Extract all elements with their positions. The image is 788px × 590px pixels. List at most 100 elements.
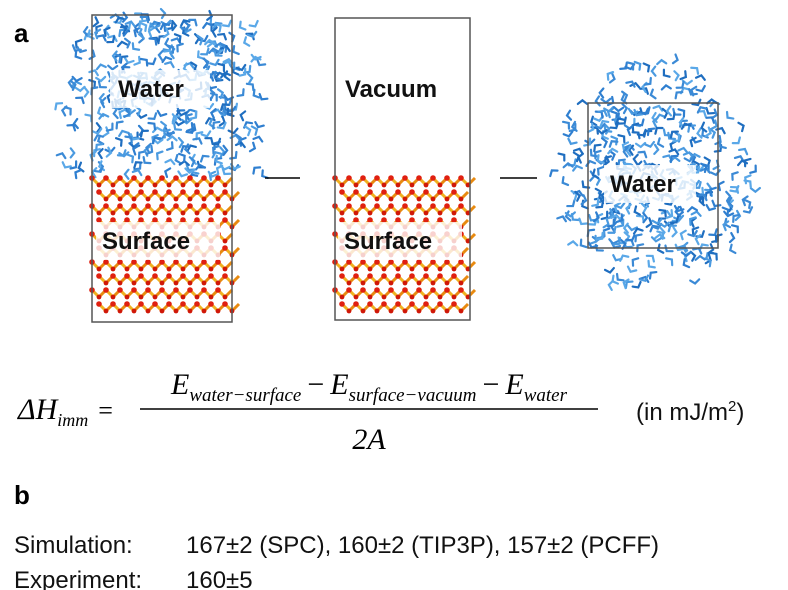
oxygen-atom: [152, 266, 158, 272]
water-molecule: [637, 150, 648, 159]
water-molecule: [734, 209, 742, 222]
oxygen-atom: [374, 196, 380, 202]
water-molecule: [118, 108, 126, 120]
water-molecule: [615, 213, 624, 224]
water-molecule: [714, 233, 723, 243]
term-subscript: surface−vacuum: [349, 385, 477, 406]
water-molecule: [603, 266, 615, 274]
oxygen-atom: [416, 175, 422, 181]
water-molecule: [103, 26, 111, 37]
water-molecule: [607, 226, 617, 234]
water-molecule: [173, 119, 185, 127]
oxygen-atom: [180, 266, 186, 272]
oxygen-atom: [208, 189, 214, 195]
water-molecule: [236, 88, 245, 98]
oxygen-atom: [208, 301, 214, 307]
oxygen-atom: [187, 259, 193, 265]
oxygen-atom: [423, 210, 429, 216]
water-molecule: [607, 208, 615, 220]
water-molecule: [155, 150, 164, 161]
water-molecule: [625, 203, 632, 215]
water-molecule: [641, 106, 651, 115]
oxygen-atom: [180, 182, 186, 188]
oxygen-atom: [138, 189, 144, 195]
oxygen-atom: [117, 175, 123, 181]
label-bg: [604, 165, 696, 203]
oxygen-atom: [437, 189, 443, 195]
water-molecule: [256, 58, 267, 67]
oxygen-atom: [402, 196, 408, 202]
water-molecule: [634, 233, 643, 243]
water-molecule: [63, 106, 72, 116]
oxygen-atom: [138, 182, 144, 188]
water-molecule: [132, 144, 140, 156]
water-molecule: [658, 208, 667, 218]
water-molecule: [570, 120, 578, 132]
water-molecule: [123, 107, 131, 118]
oxygen-atom: [222, 210, 228, 216]
water-molecule: [556, 215, 568, 223]
water-molecule: [82, 26, 89, 38]
water-molecule: [69, 160, 78, 170]
water-molecule: [193, 33, 201, 45]
oxygen-atom: [444, 196, 450, 202]
water-molecule: [644, 140, 656, 148]
water-molecule: [77, 161, 85, 173]
oxygen-atom: [395, 273, 401, 279]
water-molecule: [88, 78, 97, 89]
water-molecule: [607, 279, 614, 291]
oxygen-atom: [131, 203, 137, 209]
water-molecule: [148, 37, 158, 46]
water-molecule: [615, 272, 625, 282]
oxygen-atom: [381, 217, 387, 223]
water-molecule: [114, 16, 126, 24]
oxygen-atom: [166, 294, 172, 300]
water-molecule: [698, 195, 706, 207]
water-molecule: [228, 31, 236, 43]
water-molecule: [643, 76, 652, 86]
oxygen-atom: [201, 175, 207, 181]
water-molecule: [156, 109, 168, 118]
water-molecule: [600, 137, 608, 149]
water-molecule: [258, 92, 269, 101]
oxygen-atom: [103, 287, 109, 293]
oxygen-atom: [159, 287, 165, 293]
water-molecule: [111, 50, 118, 62]
oxygen-atom: [346, 259, 352, 265]
oxygen-atom: [353, 210, 359, 216]
water-molecule: [212, 145, 220, 155]
oxygen-atom: [159, 259, 165, 265]
oxygen-atom: [215, 280, 221, 286]
water-molecule: [606, 95, 615, 107]
water-molecule: [621, 141, 630, 152]
sim-box: [334, 17, 471, 321]
oxygen-atom: [423, 182, 429, 188]
oxygen-atom: [180, 189, 186, 195]
water-molecule: [146, 57, 157, 66]
water-molecule: [660, 209, 672, 217]
oxygen-atom: [131, 259, 137, 265]
water-molecule: [165, 21, 174, 31]
oxygen-atom: [145, 196, 151, 202]
water-molecule: [621, 90, 629, 102]
oxygen-atom: [430, 196, 436, 202]
water-molecule: [609, 121, 620, 130]
equals-sign: =: [98, 396, 113, 425]
oxygen-atom: [215, 287, 221, 293]
water-molecule: [161, 55, 173, 64]
water-molecule: [649, 88, 657, 100]
oxygen-atom: [388, 280, 394, 286]
oxygen-atom: [409, 294, 415, 300]
oxygen-atom: [138, 301, 144, 307]
water-molecule: [572, 147, 584, 155]
label-bg: [110, 70, 210, 108]
water-molecule: [633, 60, 642, 71]
oxygen-atom: [124, 189, 130, 195]
oxygen-atom: [430, 308, 436, 314]
oxygen-atom: [145, 287, 151, 293]
oxygen-atom: [402, 259, 408, 265]
water-molecule: [673, 70, 680, 82]
water-molecule: [705, 106, 716, 115]
water-molecule: [211, 26, 218, 38]
water-molecule: [567, 137, 578, 146]
